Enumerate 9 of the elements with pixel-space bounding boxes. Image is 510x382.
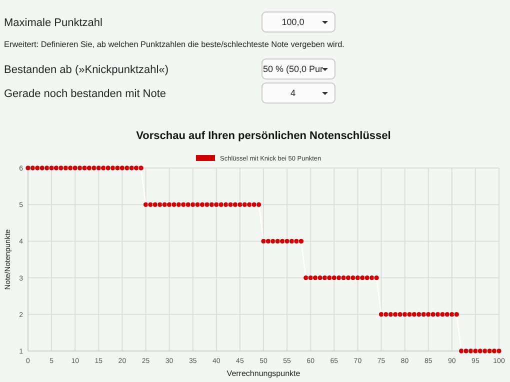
text: 100,0 <box>282 17 304 27</box>
chart-title: Vorschau auf Ihren persönlichen Notenschlüssel <box>136 130 391 142</box>
text: Bestanden ab (»Knickpunktzahl«) <box>4 64 168 76</box>
text: 50 % (50,0 Pur <box>262 64 324 74</box>
x-axis-title: Verrechnungspunkte <box>226 369 301 378</box>
text: Gerade noch bestanden mit Note <box>4 88 166 100</box>
text: 4 <box>290 88 296 98</box>
text: Erweitert: Definieren Sie, ab welchen Punktzahlen die beste/schlechteste Note vergeben wird. <box>4 40 344 49</box>
text: Maximale Punktzahl <box>4 17 102 29</box>
